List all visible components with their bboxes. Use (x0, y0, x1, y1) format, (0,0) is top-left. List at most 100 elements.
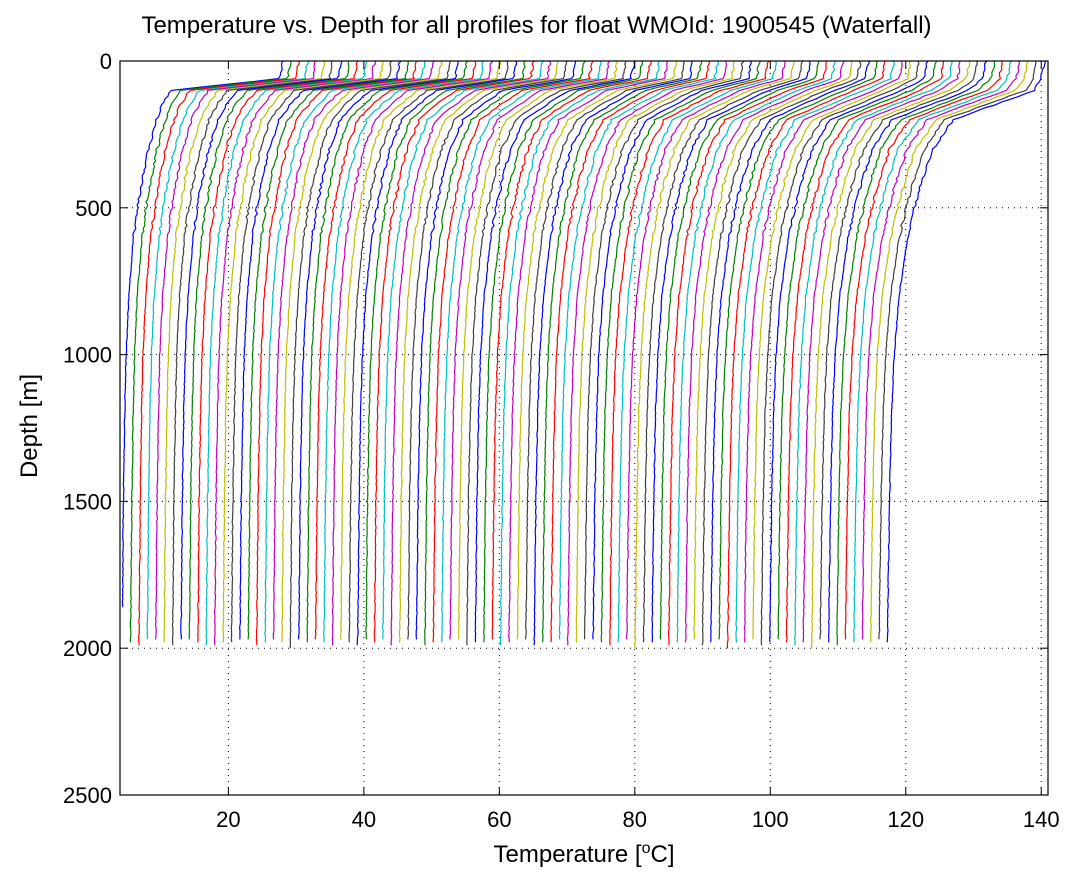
x-tick-label: 100 (752, 807, 789, 832)
profile-line (516, 60, 677, 640)
profile-line (390, 60, 552, 646)
profile-line (592, 60, 753, 640)
profile-line (743, 61, 903, 643)
profile-line (541, 60, 703, 643)
profile-line (659, 60, 820, 640)
profile-line (314, 60, 477, 640)
profile-line (440, 60, 602, 643)
profile-line (878, 60, 1037, 640)
y-tick-label: 0 (100, 49, 112, 74)
y-tick-label: 500 (75, 196, 112, 221)
profile-line (297, 60, 459, 640)
x-tick-label: 60 (487, 807, 511, 832)
profile-line (323, 60, 484, 643)
profile-line (213, 60, 376, 646)
profile-line (760, 60, 920, 646)
profile-line (827, 60, 988, 643)
profile-line (424, 60, 586, 646)
profile-line (785, 60, 945, 643)
profile-line (617, 60, 777, 643)
profile-line (777, 60, 938, 640)
profile-line (735, 60, 896, 643)
x-tick-label: 120 (887, 807, 924, 832)
x-axis-label-prefix: Temperature [ (493, 841, 642, 868)
profile-line (609, 60, 770, 646)
profile-line (348, 60, 509, 643)
profile-line (121, 60, 284, 608)
profile-line (137, 60, 301, 646)
profile-line (810, 60, 971, 649)
x-tick-label: 40 (352, 807, 376, 832)
profile-line (676, 60, 837, 643)
profile-line (289, 60, 451, 649)
profile-line (407, 60, 568, 640)
y-tick-label: 1000 (63, 343, 112, 368)
profile-line (180, 60, 343, 640)
profile-line (525, 60, 685, 640)
profile-line (684, 60, 845, 643)
profile-line (415, 60, 577, 640)
x-tick-label: 80 (623, 807, 647, 832)
profile-line (154, 60, 316, 640)
profile-line (769, 60, 929, 643)
y-axis-label: Depth [m] (16, 373, 43, 479)
profile-line (693, 60, 853, 640)
profile-line (306, 60, 469, 643)
profile-line (634, 60, 795, 649)
profile-line (272, 60, 435, 640)
profile-line (625, 60, 786, 640)
profile-line (466, 60, 627, 646)
profile-line (356, 60, 518, 646)
profile-line (230, 60, 392, 643)
profile-line (844, 60, 1003, 640)
profile-line (222, 60, 384, 643)
profile-line (752, 60, 912, 640)
grid (120, 61, 1048, 795)
profile-line (432, 60, 594, 643)
profile-line (550, 60, 711, 643)
profile-line (247, 60, 409, 640)
y-tick-label: 2500 (63, 783, 112, 808)
profile-line (701, 60, 862, 646)
profile-line (197, 60, 359, 643)
profile-line (667, 60, 827, 646)
profile-line (802, 60, 961, 643)
profile-line (852, 60, 1013, 643)
profile-line (491, 60, 652, 640)
ticks: 20 40 60 80 100 120 140 0 500 1000 1500 2000 2500 (63, 49, 1060, 832)
profile-line (558, 60, 720, 640)
profile-line (365, 60, 526, 640)
axes-box (119, 60, 1049, 796)
profile-line (533, 60, 693, 646)
profile-line (398, 60, 559, 643)
profile-line (264, 60, 426, 643)
profile-line (331, 60, 494, 646)
profile-line (255, 60, 418, 646)
profile-line (281, 60, 443, 643)
x-tick-label: 140 (1023, 807, 1060, 832)
profile-line (869, 60, 1029, 643)
profile-line (726, 60, 886, 649)
profile-line (710, 60, 871, 643)
profile-line (600, 60, 762, 643)
y-tick-label: 1500 (63, 489, 112, 514)
profile-line (171, 60, 333, 646)
x-axis-label: Temperature [oC] (120, 840, 1048, 869)
profile-line (205, 60, 368, 646)
profile-line (188, 60, 350, 640)
profile-line (794, 60, 953, 646)
profile-line (836, 60, 996, 646)
profile-line (718, 60, 878, 640)
profile-line (146, 60, 310, 640)
profile-line (129, 60, 292, 643)
x-tick-label: 20 (216, 807, 240, 832)
profile-line (508, 60, 668, 643)
profile-line (861, 60, 1021, 640)
profile-line (583, 60, 745, 640)
profile-line (373, 60, 535, 643)
profile-line (642, 60, 804, 643)
profile-line (483, 60, 644, 643)
profile-line (474, 60, 636, 643)
